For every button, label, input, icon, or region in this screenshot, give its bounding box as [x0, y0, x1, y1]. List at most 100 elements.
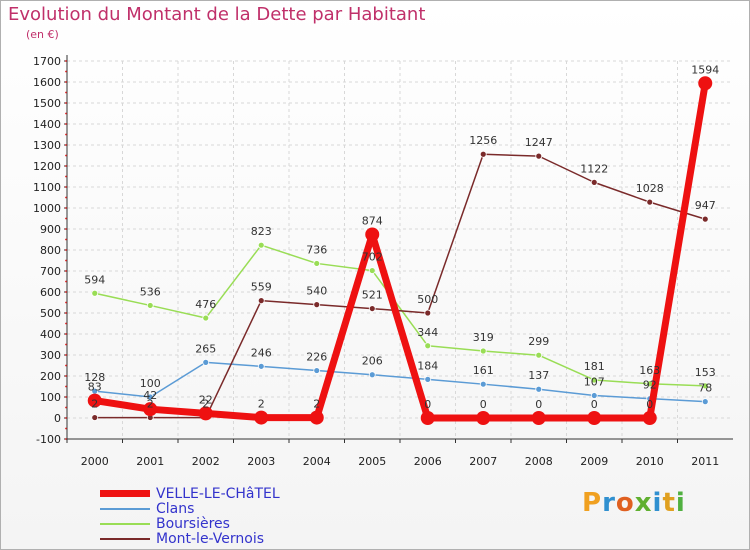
y-minor-dot	[65, 259, 67, 262]
data-label: 1256	[469, 134, 497, 147]
data-label: 181	[584, 360, 605, 373]
data-label: 536	[140, 285, 161, 298]
y-tick-label: 300	[40, 349, 61, 362]
data-label: 2	[313, 398, 320, 411]
data-point	[424, 309, 432, 317]
data-point	[91, 414, 99, 421]
data-point	[313, 301, 321, 309]
legend-item: Boursières	[100, 515, 280, 532]
legend-swatch	[100, 522, 150, 525]
y-minor-dot	[65, 406, 67, 409]
y-tick-label: 900	[40, 223, 61, 236]
data-point	[590, 376, 598, 384]
logo-letter: i	[675, 488, 686, 518]
data-label: 265	[195, 342, 216, 355]
legend-label: Boursières	[156, 515, 230, 532]
x-tick-label: 2011	[691, 455, 719, 468]
y-minor-dot	[65, 123, 67, 125]
data-label: 0	[535, 398, 542, 411]
legend-label: Mont-le-Vernois	[156, 530, 265, 547]
x-tick-label: 2001	[136, 455, 164, 468]
y-minor-dot	[65, 238, 67, 241]
data-label: 206	[362, 355, 383, 368]
data-label: 83	[88, 381, 102, 394]
y-tick-label: 800	[40, 244, 61, 257]
y-tick-label: 200	[40, 370, 61, 383]
legend-label: Clans	[156, 500, 195, 517]
logo-letter: i	[652, 488, 663, 518]
data-point	[701, 215, 709, 223]
data-label: 2	[258, 398, 265, 411]
data-point	[531, 411, 546, 425]
y-minor-dot	[65, 427, 67, 430]
data-point	[202, 358, 210, 366]
data-point	[698, 76, 713, 91]
data-point	[646, 198, 654, 206]
data-label: 92	[643, 379, 657, 392]
y-minor-dot	[65, 375, 67, 377]
data-point	[535, 351, 543, 359]
data-point	[146, 393, 154, 401]
y-tick-label: 1600	[33, 76, 61, 89]
logo-letter: t	[662, 488, 676, 518]
legend-swatch	[100, 537, 150, 540]
y-minor-dot	[65, 144, 67, 146]
data-label: 702	[362, 251, 383, 264]
data-point	[368, 371, 376, 379]
y-minor-dot	[65, 228, 67, 230]
y-minor-dot	[65, 133, 67, 136]
y-minor-dot	[65, 154, 67, 157]
data-point	[257, 297, 265, 305]
data-label: 540	[306, 285, 327, 298]
data-point	[535, 385, 543, 393]
y-minor-dot	[65, 385, 67, 388]
data-point	[257, 241, 265, 249]
data-label: 559	[251, 281, 272, 294]
data-label: 736	[306, 243, 327, 256]
data-point	[368, 305, 376, 312]
y-minor-dot	[65, 165, 67, 167]
data-label: 344	[417, 326, 438, 339]
data-point	[590, 178, 598, 186]
data-label: 476	[195, 298, 216, 311]
data-label: 100	[140, 377, 161, 390]
y-minor-dot	[65, 280, 67, 283]
y-minor-dot	[65, 91, 67, 94]
data-label: 521	[362, 289, 383, 302]
data-point	[202, 314, 210, 322]
data-label: 500	[417, 293, 438, 306]
data-label: 0	[480, 398, 487, 411]
data-point	[257, 362, 265, 370]
legend-swatch	[100, 490, 150, 497]
data-point	[146, 302, 154, 309]
data-point	[254, 410, 269, 425]
data-point	[535, 152, 543, 160]
data-point	[420, 411, 435, 425]
y-tick-label: 1100	[33, 181, 61, 194]
y-minor-dot	[65, 417, 67, 419]
data-label: 161	[473, 364, 494, 377]
data-point	[313, 367, 321, 374]
data-label: 823	[251, 225, 272, 238]
y-minor-dot	[65, 322, 67, 325]
y-minor-dot	[65, 396, 67, 398]
data-point	[365, 227, 380, 242]
data-label: 2	[202, 398, 209, 411]
logo-letter: r	[602, 488, 616, 518]
logo-letter: P	[582, 488, 603, 518]
data-point	[198, 406, 213, 421]
y-tick-label: 500	[40, 307, 61, 320]
logo-letter: x	[634, 488, 653, 518]
y-minor-dot	[65, 217, 67, 220]
y-minor-dot	[65, 364, 67, 367]
x-tick-label: 2006	[414, 455, 442, 468]
data-point	[143, 402, 158, 417]
data-label: 594	[84, 273, 105, 286]
data-point	[313, 260, 321, 267]
logo-letter: o	[615, 488, 635, 518]
y-tick-label: 1500	[33, 97, 61, 110]
data-label: 1028	[636, 182, 664, 195]
y-minor-dot	[65, 312, 67, 314]
y-minor-dot	[65, 270, 67, 272]
data-point	[587, 411, 602, 425]
